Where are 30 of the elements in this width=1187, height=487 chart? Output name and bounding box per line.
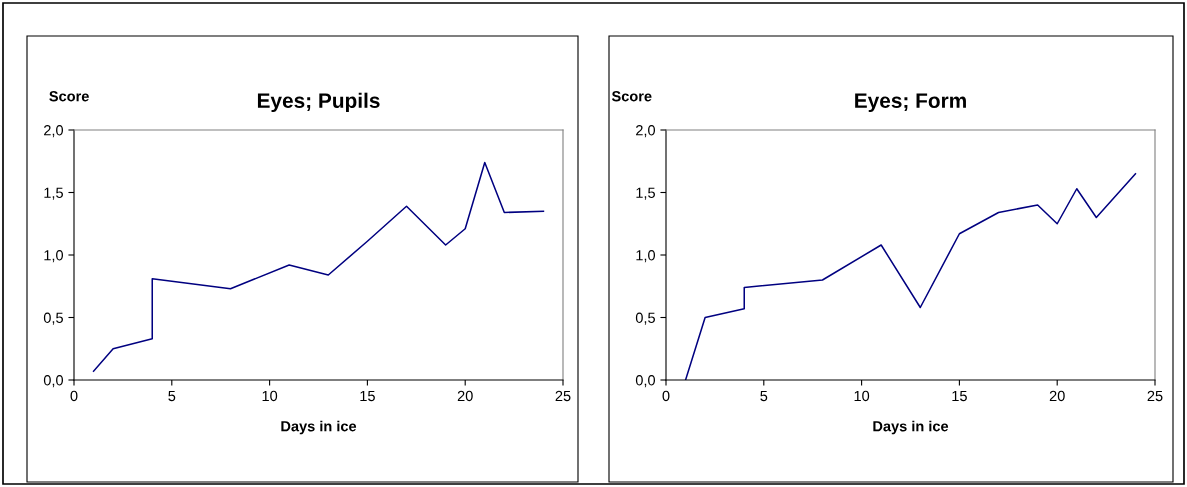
x-tick-label: 10 (262, 390, 278, 402)
x-tick-label: 25 (1147, 390, 1163, 402)
x-tick-label: 20 (1049, 390, 1065, 402)
y-axis-title: Score (49, 91, 89, 102)
x-tick-label: 25 (555, 390, 571, 402)
x-tick-label: 5 (760, 390, 768, 402)
line-series (92, 161, 545, 373)
y-tick-label: 0,0 (43, 375, 64, 388)
x-tick-label: 15 (952, 390, 967, 402)
line-series (684, 172, 1137, 380)
x-tick-label: 0 (662, 390, 670, 402)
y-tick-label: 2,0 (44, 125, 64, 138)
x-tick-label: 10 (854, 390, 870, 402)
y-tick-label: 1,5 (44, 187, 63, 200)
x-axis-title: Days in ice (873, 420, 949, 435)
y-tick-label: 1,0 (44, 250, 64, 263)
y-tick-label: 1,0 (636, 250, 656, 263)
chart-title: Eyes; Form (855, 93, 966, 113)
y-tick-label: 2,0 (636, 125, 656, 138)
y-tick-label: 1,5 (636, 187, 655, 200)
y-axis-title: Score (611, 91, 652, 102)
x-tick-label: 0 (70, 390, 78, 402)
x-tick-label: 20 (457, 390, 473, 402)
x-axis-title: Days in ice (281, 420, 357, 435)
x-tick-label: 5 (168, 390, 176, 402)
x-tick-label: 15 (360, 390, 375, 402)
chart-title: Eyes; Pupils (257, 92, 380, 113)
y-tick-label: 0,0 (635, 375, 656, 388)
y-tick-label: 0,5 (635, 312, 655, 325)
y-tick-label: 0,5 (43, 312, 63, 325)
